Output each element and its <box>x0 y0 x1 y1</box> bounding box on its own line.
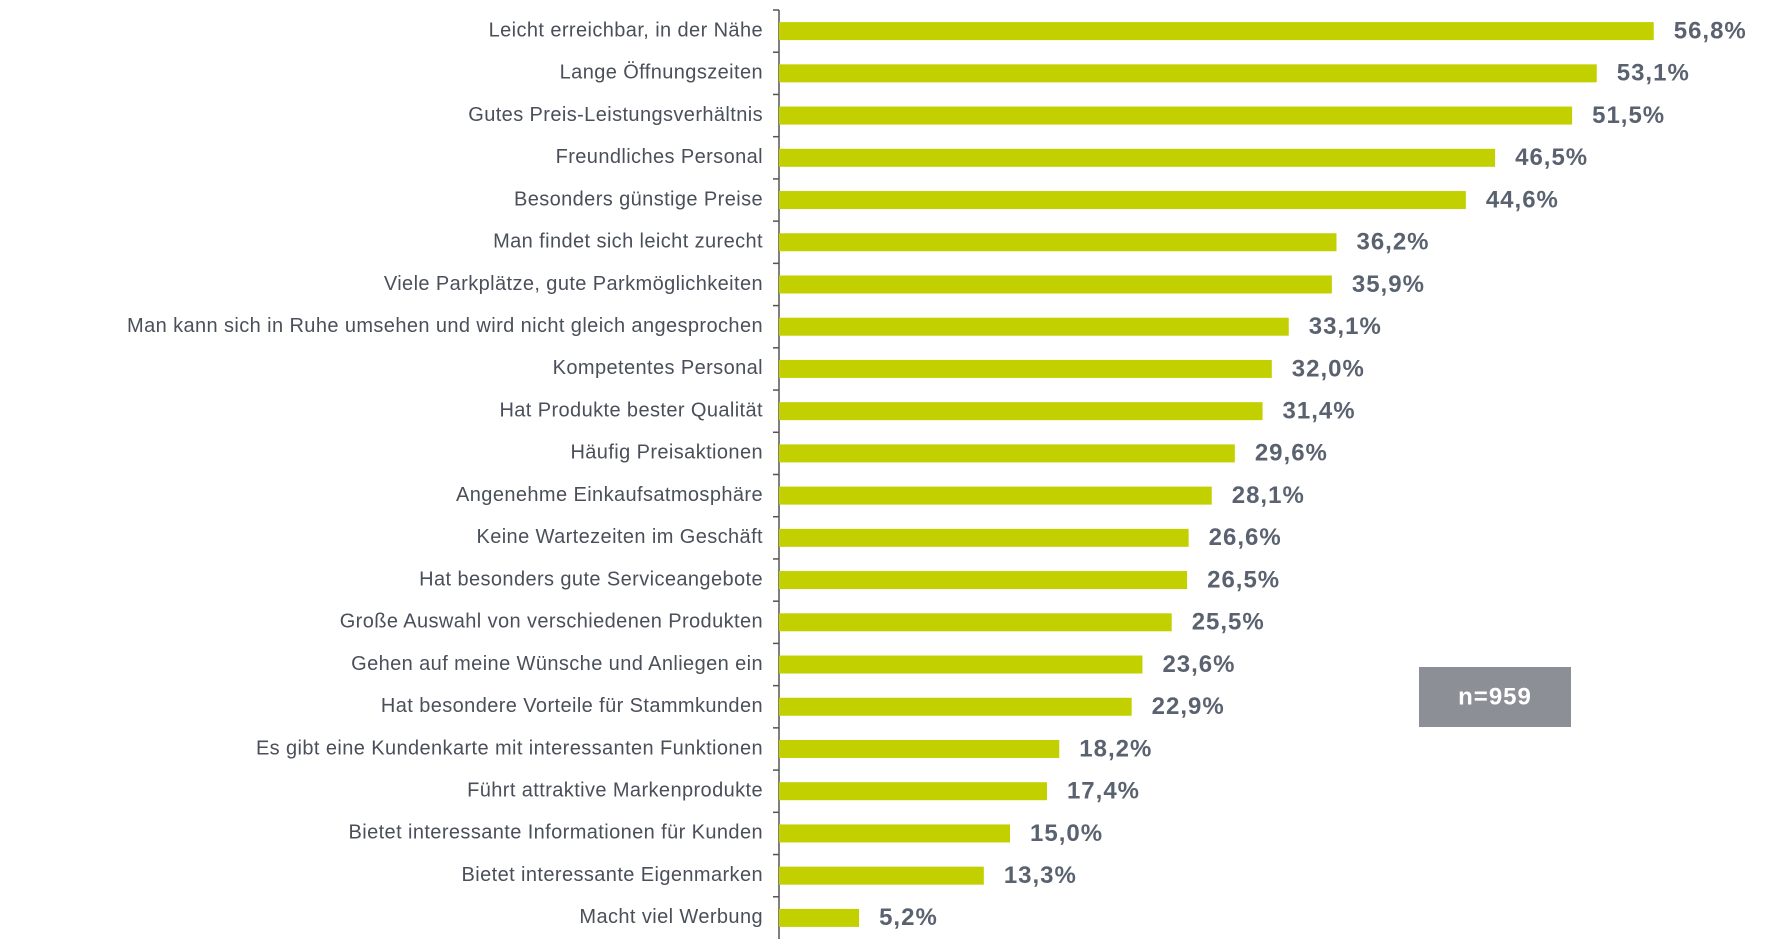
category-label: Große Auswahl von verschiedenen Produkte… <box>340 611 763 633</box>
category-label: Viele Parkplätze, gute Parkmöglichkeiten <box>384 273 763 295</box>
bar <box>779 107 1572 125</box>
bar <box>779 740 1059 758</box>
value-label: 13,3% <box>1004 862 1077 889</box>
bar <box>779 909 859 927</box>
value-label: 29,6% <box>1255 440 1328 467</box>
bar <box>779 22 1654 40</box>
category-label: Gutes Preis-Leistungsverhältnis <box>468 104 763 126</box>
category-label: Bietet interessante Informationen für Ku… <box>348 822 763 844</box>
value-label: 46,5% <box>1515 144 1588 171</box>
bar <box>779 698 1132 716</box>
value-label: 25,5% <box>1192 609 1265 636</box>
value-label: 5,2% <box>879 904 938 931</box>
bar <box>779 867 984 885</box>
category-label: Macht viel Werbung <box>579 906 763 928</box>
category-label: Hat besonders gute Serviceangebote <box>419 568 763 590</box>
chart: n=959 Leicht erreichbar, in der Nähe 56,8… <box>0 0 1772 939</box>
category-label: Hat besondere Vorteile für Stammkunden <box>381 695 763 717</box>
category-label: Keine Wartezeiten im Geschäft <box>476 526 763 548</box>
value-label: 22,9% <box>1152 693 1225 720</box>
value-label: 33,1% <box>1309 313 1382 340</box>
bar <box>779 275 1332 293</box>
bar <box>779 191 1466 209</box>
category-label: Gehen auf meine Wünsche und Anliegen ein <box>351 653 763 675</box>
bar <box>779 529 1189 547</box>
value-label: 31,4% <box>1283 398 1356 425</box>
value-label: 26,6% <box>1209 524 1282 551</box>
category-label: Bietet interessante Eigenmarken <box>462 864 763 886</box>
value-label: 23,6% <box>1162 651 1235 678</box>
category-label: Man findet sich leicht zurecht <box>493 231 763 253</box>
value-label: 18,2% <box>1079 735 1152 762</box>
category-label: Freundliches Personal <box>556 146 763 168</box>
bar <box>779 656 1142 674</box>
bar <box>779 149 1495 167</box>
category-label: Leicht erreichbar, in der Nähe <box>489 19 763 41</box>
category-label: Führt attraktive Markenprodukte <box>467 779 763 801</box>
bar <box>779 571 1187 589</box>
bar <box>779 233 1336 251</box>
category-label: Man kann sich in Ruhe umsehen und wird n… <box>127 315 763 337</box>
value-label: 44,6% <box>1486 186 1559 213</box>
bar <box>779 64 1597 82</box>
value-label: 35,9% <box>1352 271 1425 298</box>
value-label: 53,1% <box>1617 60 1690 87</box>
category-label: Lange Öffnungszeiten <box>560 62 763 84</box>
bar <box>779 782 1047 800</box>
category-label: Es gibt eine Kundenkarte mit interessant… <box>256 737 763 759</box>
bar <box>779 402 1263 420</box>
category-label: Kompetentes Personal <box>553 357 763 379</box>
value-label: 28,1% <box>1232 482 1305 509</box>
bar <box>779 487 1212 505</box>
value-label: 32,0% <box>1292 355 1365 382</box>
value-label: 56,8% <box>1674 17 1747 44</box>
category-label: Häufig Preisaktionen <box>570 442 763 464</box>
category-label: Hat Produkte bester Qualität <box>499 399 763 421</box>
bar <box>779 444 1235 462</box>
value-label: 17,4% <box>1067 778 1140 805</box>
value-label: 26,5% <box>1207 566 1280 593</box>
value-label: 15,0% <box>1030 820 1103 847</box>
category-label: Besonders günstige Preise <box>514 188 763 210</box>
bar <box>779 613 1172 631</box>
value-label: 51,5% <box>1592 102 1665 129</box>
category-label: Angenehme Einkaufsatmosphäre <box>456 484 763 506</box>
bar <box>779 360 1272 378</box>
bar <box>779 824 1010 842</box>
bar <box>779 318 1289 336</box>
sample-size-note: n=959 <box>1458 683 1532 710</box>
value-label: 36,2% <box>1356 229 1429 256</box>
